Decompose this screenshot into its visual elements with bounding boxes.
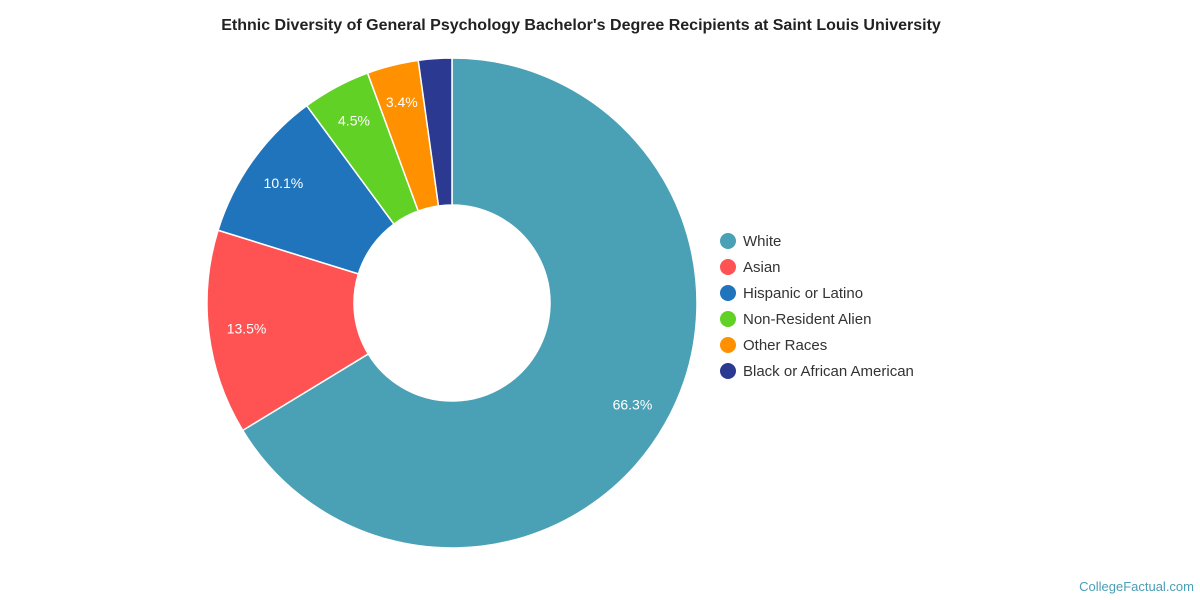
legend-item[interactable]: Hispanic or Latino	[720, 280, 914, 306]
legend-marker-icon	[720, 311, 736, 327]
legend: White Asian Hispanic or Latino Non-Resident…	[720, 228, 914, 384]
credit-link[interactable]: CollegeFactual.com	[1079, 579, 1194, 594]
data-label: 66.3%	[613, 396, 653, 412]
legend-label: Black or African American	[743, 362, 914, 380]
legend-item[interactable]: Other Races	[720, 332, 914, 358]
data-label: 10.1%	[264, 175, 304, 191]
legend-label: Hispanic or Latino	[743, 284, 864, 302]
legend-marker-icon	[720, 259, 736, 275]
slice-asian	[206, 229, 370, 432]
legend-marker-icon	[720, 363, 736, 379]
legend-item[interactable]: White	[720, 228, 914, 254]
data-label: 4.5%	[338, 113, 370, 129]
legend-label: White	[743, 232, 782, 250]
slice-white	[241, 57, 698, 549]
legend-label: Non-Resident Alien	[743, 310, 872, 328]
data-label: 13.5%	[227, 320, 267, 336]
legend-label: Other Races	[743, 336, 828, 354]
slice-black-or-african-american	[417, 57, 453, 207]
legend-item[interactable]: Black or African American	[720, 358, 914, 384]
legend-marker-icon	[720, 233, 736, 249]
chart-title: Ethnic Diversity of General Psychology B…	[221, 17, 941, 34]
legend-item[interactable]: Non-Resident Alien	[720, 306, 914, 332]
legend-item[interactable]: Asian	[720, 254, 914, 280]
data-label: 3.4%	[386, 94, 418, 110]
legend-marker-icon	[720, 337, 736, 353]
legend-label: Asian	[743, 258, 781, 276]
legend-marker-icon	[720, 285, 736, 301]
